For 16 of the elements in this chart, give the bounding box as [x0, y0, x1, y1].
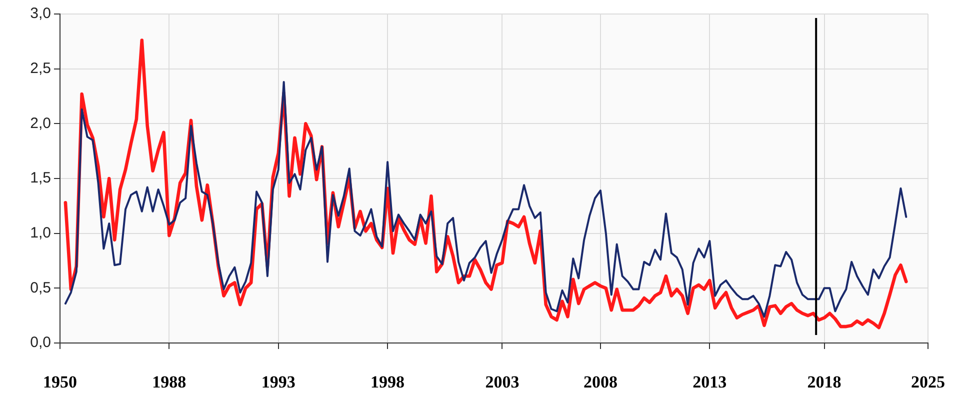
y-tick-label: 1,0: [30, 224, 51, 242]
x-tick-label: 1993: [261, 372, 296, 392]
x-tick-label: 2018: [807, 372, 842, 392]
x-tick-label: 2008: [583, 372, 618, 392]
y-tick-label: 1,5: [30, 170, 51, 187]
x-tick-label: 1950: [43, 372, 77, 392]
y-tick-label: 2,0: [30, 114, 51, 132]
x-tick-label: 1988: [152, 372, 186, 392]
x-tick-label: 2025: [911, 372, 945, 392]
x-tick-label: 1998: [370, 372, 405, 392]
y-tick-label: 2,5: [30, 60, 51, 77]
y-tick-label: 0,5: [30, 279, 51, 296]
x-tick-label: 2003: [485, 372, 520, 392]
y-tick-label: 3,0: [30, 5, 51, 22]
x-tick-label: 2013: [692, 372, 727, 392]
y-tick-label: 0,0: [30, 334, 51, 352]
